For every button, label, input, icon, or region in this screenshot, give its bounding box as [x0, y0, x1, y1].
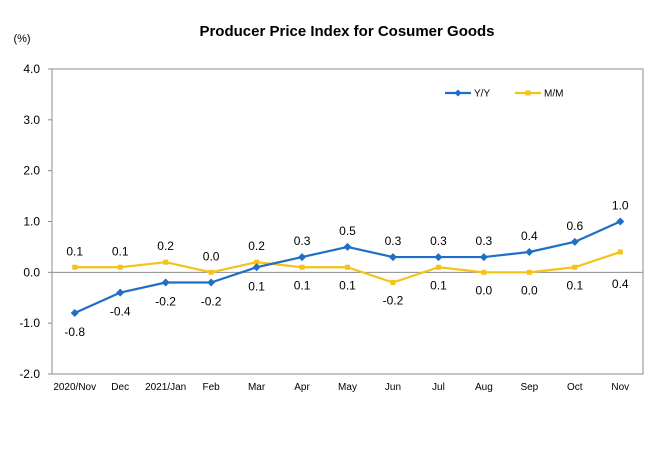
- data-point-mm: [345, 264, 350, 270]
- data-point-mm: [526, 269, 532, 275]
- x-tick-label: 2020/Nov: [53, 382, 96, 393]
- data-label-mm: 0.1: [112, 244, 129, 258]
- data-point-yy: [207, 278, 216, 287]
- data-point-yy: [616, 217, 625, 226]
- y-tick-label: -2.0: [19, 367, 40, 381]
- data-label-mm: 0.1: [294, 278, 311, 292]
- data-point-mm: [481, 269, 487, 275]
- data-point-mm: [208, 269, 214, 275]
- data-label-yy: 0.3: [476, 234, 493, 248]
- x-tick-label: Nov: [611, 382, 629, 393]
- y-tick-label: -1.0: [19, 316, 40, 330]
- data-label-yy: 0.6: [566, 219, 583, 233]
- x-tick-label: Jun: [385, 382, 401, 393]
- y-tick-label: 2.0: [23, 164, 40, 178]
- data-label-yy: 0.3: [430, 234, 447, 248]
- series-layer: [70, 217, 625, 317]
- data-label-yy: 0.1: [248, 279, 265, 293]
- axes: -2.0 -1.0 0.0 1.0 2.0 3.0 4.0 2020/Nov Dec 2021/J…: [19, 62, 644, 393]
- data-point-mm: [617, 249, 623, 255]
- y-axis-unit-label: (%): [13, 33, 30, 45]
- data-point-mm: [299, 264, 305, 270]
- data-point-mm: [117, 264, 123, 270]
- plot-frame: [51, 68, 644, 375]
- data-label-mm: 0.0: [476, 283, 493, 297]
- legend-label-mm: M/M: [544, 89, 563, 100]
- data-label-yy: -0.2: [201, 295, 222, 309]
- data-label-mm: 0.1: [339, 278, 356, 292]
- data-point-yy: [434, 253, 443, 262]
- data-labels: -0.8 -0.4 -0.2 -0.2 0.1 0.3 0.5 0.3 0.3 0.3 0.4 0.6…: [64, 199, 629, 340]
- data-point-yy: [161, 278, 170, 287]
- data-point-yy: [252, 263, 261, 272]
- x-tick-label: Feb: [202, 382, 220, 393]
- data-point-yy: [479, 253, 488, 262]
- data-point-mm: [572, 264, 578, 270]
- data-label-yy: -0.8: [64, 325, 85, 339]
- data-label-yy: -0.2: [155, 295, 176, 309]
- data-label-mm: 0.0: [521, 283, 538, 297]
- y-tick-label: 0.0: [23, 265, 40, 279]
- data-label-mm: 0.0: [203, 249, 220, 263]
- data-point-yy: [525, 248, 534, 256]
- data-label-yy: -0.4: [110, 305, 131, 319]
- data-label-mm: 0.2: [157, 239, 174, 253]
- data-point-mm: [72, 264, 78, 270]
- data-label-mm: 0.4: [612, 277, 629, 291]
- data-label-mm: 0.1: [566, 278, 583, 292]
- x-tick-label: 2021/Jan: [145, 382, 186, 393]
- data-point-mm: [254, 259, 260, 265]
- data-label-yy: 0.3: [385, 234, 402, 248]
- y-tick-label: 1.0: [23, 215, 40, 229]
- chart-title: Producer Price Index for Cosumer Goods: [199, 23, 494, 40]
- x-tick-label: Sep: [520, 382, 538, 393]
- data-label-yy: 1.0: [612, 199, 629, 213]
- x-tick-label: Jul: [432, 382, 445, 393]
- data-point-mm: [435, 264, 441, 270]
- data-point-mm: [163, 259, 169, 265]
- data-label-yy: 0.3: [294, 234, 311, 248]
- legend: Y/Y M/M: [445, 89, 563, 100]
- y-tick-label: 4.0: [23, 62, 40, 76]
- data-label-mm: 0.1: [430, 278, 447, 292]
- x-tick-label: May: [338, 382, 357, 393]
- data-point-mm: [390, 280, 396, 285]
- data-point-yy: [343, 242, 352, 251]
- data-label-yy: 0.4: [521, 229, 538, 243]
- data-point-yy: [116, 288, 125, 297]
- x-tick-label: Apr: [294, 382, 310, 393]
- data-point-yy: [70, 309, 79, 317]
- data-point-yy: [388, 253, 397, 262]
- data-label-mm: -0.2: [383, 294, 404, 308]
- legend-marker-mm: [525, 90, 531, 96]
- data-point-yy: [570, 237, 579, 246]
- legend-label-yy: Y/Y: [474, 89, 490, 100]
- x-tick-label: Mar: [248, 382, 266, 393]
- x-tick-label: Dec: [111, 382, 129, 393]
- legend-marker-yy: [454, 89, 462, 97]
- x-tick-label: Aug: [475, 382, 493, 393]
- data-label-yy: 0.5: [339, 224, 356, 238]
- x-tick-label: Oct: [567, 382, 583, 393]
- data-label-mm: 0.2: [248, 239, 265, 253]
- data-label-mm: 0.1: [66, 244, 83, 258]
- data-point-yy: [298, 253, 307, 262]
- y-tick-label: 3.0: [23, 113, 40, 127]
